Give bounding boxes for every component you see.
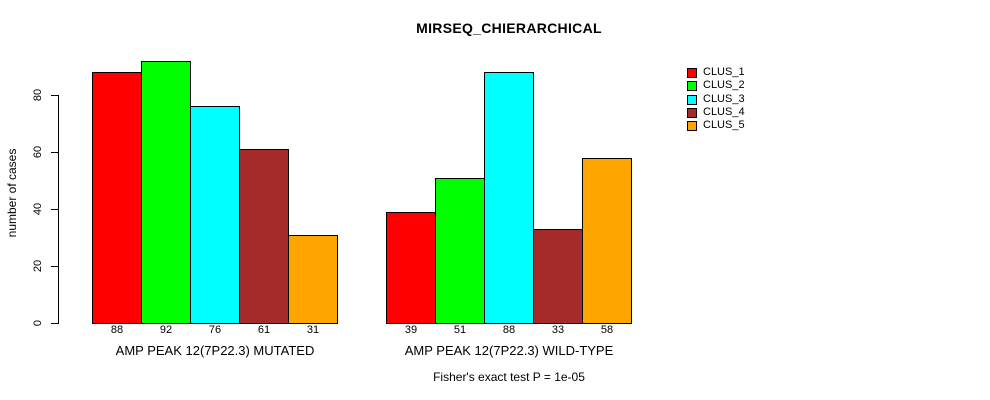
bar-value-label: 61 (257, 324, 271, 336)
bar-value-label: 31 (306, 324, 320, 336)
bar-value-label: 92 (159, 324, 173, 336)
bar-value-label: 58 (600, 324, 614, 336)
legend-swatch-clus_1 (687, 68, 697, 78)
bar-value-label: 76 (208, 324, 222, 336)
y-tick-label: 60 (32, 145, 44, 159)
bar-value-label: 39 (404, 324, 418, 336)
y-axis-tick (51, 323, 58, 324)
bar-value-label: 88 (502, 324, 516, 336)
bar-value-label: 51 (453, 324, 467, 336)
legend-label-clus_4: CLUS_4 (703, 106, 745, 118)
chart-title: MIRSEQ_CHIERARCHICAL (416, 20, 602, 36)
bar-clus_3 (190, 106, 240, 324)
bar-clus_4 (533, 229, 583, 324)
legend-swatch-clus_5 (687, 121, 697, 131)
y-axis-tick (51, 209, 58, 210)
legend-swatch-clus_2 (687, 81, 697, 91)
bar-clus_3 (484, 72, 534, 324)
legend-swatch-clus_3 (687, 95, 697, 105)
legend-label-clus_5: CLUS_5 (703, 119, 745, 131)
group-label: AMP PEAK 12(7P22.3) MUTATED (115, 343, 315, 358)
y-tick-label: 0 (32, 319, 44, 327)
bar-clus_2 (141, 61, 191, 324)
y-axis-tick (51, 152, 58, 153)
bar-value-label: 88 (110, 324, 124, 336)
bar-clus_1 (386, 212, 436, 324)
bar-clus_5 (582, 158, 632, 324)
y-tick-label: 40 (32, 202, 44, 216)
bar-clus_4 (239, 149, 289, 324)
footnote-text: Fisher's exact test P = 1e-05 (433, 370, 585, 384)
legend-swatch-clus_4 (687, 108, 697, 118)
bar-clus_1 (92, 72, 142, 324)
y-axis-tick (51, 266, 58, 267)
y-axis-tick (51, 95, 58, 96)
y-axis-line (58, 95, 59, 324)
y-tick-label: 80 (32, 88, 44, 102)
bar-clus_2 (435, 178, 485, 324)
y-tick-label: 20 (32, 259, 44, 273)
bar-clus_5 (288, 235, 338, 324)
y-axis-label: number of cases (5, 148, 19, 238)
legend-label-clus_2: CLUS_2 (703, 79, 745, 91)
group-label: AMP PEAK 12(7P22.3) WILD-TYPE (404, 343, 614, 358)
bar-value-label: 33 (551, 324, 565, 336)
legend-label-clus_3: CLUS_3 (703, 93, 745, 105)
legend-label-clus_1: CLUS_1 (703, 66, 745, 78)
